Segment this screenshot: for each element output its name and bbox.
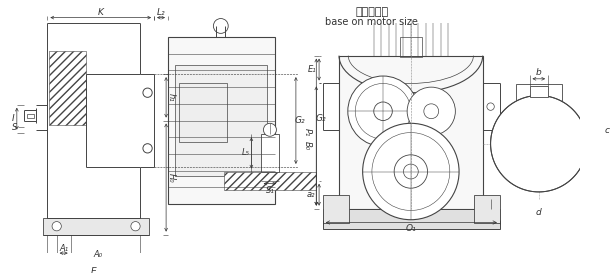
Circle shape: [372, 133, 450, 210]
Circle shape: [394, 155, 427, 188]
Text: S₁: S₁: [266, 186, 274, 195]
Text: A₁: A₁: [59, 244, 68, 253]
Text: c: c: [605, 126, 610, 135]
Circle shape: [131, 222, 140, 231]
Circle shape: [214, 19, 228, 33]
Text: G₂: G₂: [294, 116, 305, 125]
Text: O₁: O₁: [405, 224, 416, 233]
Bar: [340, 56, 483, 209]
Text: a₂: a₂: [306, 190, 315, 199]
Circle shape: [143, 144, 152, 153]
Bar: [400, 37, 422, 58]
Text: 按电机尺寸: 按电机尺寸: [356, 7, 389, 17]
Bar: [529, 86, 548, 97]
Text: b: b: [536, 68, 542, 77]
Circle shape: [374, 102, 392, 120]
Text: L₅: L₅: [242, 149, 250, 158]
Text: L₂: L₂: [157, 8, 165, 17]
Bar: [179, 84, 227, 142]
Circle shape: [143, 88, 152, 97]
Circle shape: [487, 103, 494, 110]
Text: P₁: P₁: [303, 128, 311, 136]
Text: E: E: [91, 267, 96, 273]
Text: A₀: A₀: [94, 250, 103, 259]
Text: I: I: [12, 114, 15, 123]
Text: d: d: [536, 208, 542, 217]
Circle shape: [263, 123, 276, 136]
Bar: [323, 195, 349, 222]
Text: base on motor size: base on motor size: [325, 17, 418, 27]
Bar: [323, 209, 500, 229]
Circle shape: [403, 164, 418, 179]
Bar: [474, 195, 500, 222]
Circle shape: [348, 76, 418, 147]
Text: S: S: [12, 123, 18, 132]
Text: H₀: H₀: [167, 173, 176, 182]
Circle shape: [52, 222, 61, 231]
Text: K: K: [98, 8, 104, 17]
Text: G₂: G₂: [316, 114, 326, 123]
Bar: [261, 134, 279, 171]
Polygon shape: [491, 96, 587, 192]
Text: B₀: B₀: [303, 141, 311, 151]
Bar: [27, 114, 34, 118]
Circle shape: [407, 87, 456, 135]
Text: E₁: E₁: [308, 65, 316, 74]
Bar: [168, 37, 274, 204]
Bar: [43, 218, 149, 235]
Bar: [516, 84, 562, 108]
Bar: [223, 171, 316, 190]
Circle shape: [363, 123, 459, 220]
Text: h₁: h₁: [167, 93, 176, 102]
Bar: [176, 65, 267, 176]
Circle shape: [424, 104, 438, 119]
Circle shape: [356, 84, 411, 139]
Bar: [49, 51, 87, 125]
